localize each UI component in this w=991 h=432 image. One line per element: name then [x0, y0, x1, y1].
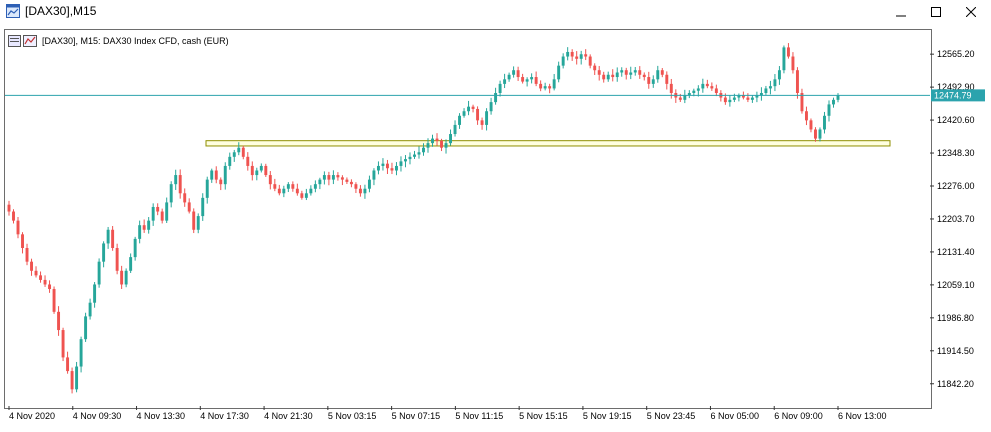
y-axis-label: 11914.50	[937, 346, 974, 356]
x-axis-label: 5 Nov 11:15	[455, 411, 503, 421]
chart-window-icon	[6, 4, 20, 18]
maximize-button[interactable]	[919, 0, 953, 24]
chart-header: [DAX30], M15: DAX30 Index CFD, cash (EUR…	[8, 34, 229, 48]
current-price-label: 12474.79	[934, 90, 972, 100]
maximize-icon	[931, 7, 941, 17]
y-axis-label: 11986.80	[937, 313, 974, 323]
chart-area[interactable]	[4, 29, 932, 409]
y-axis-label: 12131.40	[937, 247, 975, 257]
close-button[interactable]	[954, 0, 988, 24]
x-axis-label: 6 Nov 05:00	[710, 411, 759, 421]
y-axis-label: 11842.20	[937, 379, 974, 389]
x-axis-label: 5 Nov 03:15	[328, 411, 377, 421]
minimize-icon	[896, 15, 906, 17]
x-axis-label: 4 Nov 2020	[9, 411, 55, 421]
x-axis-label: 6 Nov 09:00	[774, 411, 823, 421]
x-axis-label: 6 Nov 13:00	[838, 411, 887, 421]
x-axis-label: 4 Nov 09:30	[73, 411, 122, 421]
close-icon	[966, 7, 976, 17]
y-axis-label: 12565.20	[937, 49, 975, 59]
x-axis-label: 4 Nov 13:30	[137, 411, 186, 421]
y-axis-label: 12203.70	[937, 214, 975, 224]
x-axis-label: 5 Nov 23:45	[647, 411, 696, 421]
y-axis-label: 12276.00	[937, 181, 975, 191]
x-axis-label: 5 Nov 19:15	[583, 411, 632, 421]
y-axis-label: 12492.90	[937, 82, 975, 92]
minimize-button[interactable]	[884, 0, 918, 24]
x-axis-label: 4 Nov 17:30	[200, 411, 249, 421]
x-axis-label: 4 Nov 21:30	[264, 411, 313, 421]
window-title: [DAX30],M15	[25, 4, 97, 18]
y-axis-label: 12420.60	[937, 115, 975, 125]
title-bar: [DAX30],M15	[0, 0, 991, 24]
y-axis-label: 12059.10	[937, 280, 975, 290]
chart-symbol-label: [DAX30], M15: DAX30 Index CFD, cash (EUR…	[42, 36, 229, 46]
y-axis-label: 12348.30	[937, 148, 975, 158]
x-axis-label: 5 Nov 15:15	[519, 411, 568, 421]
x-axis-label: 5 Nov 07:15	[392, 411, 441, 421]
current-price-badge	[931, 89, 985, 102]
chart-indicator-icons	[8, 35, 37, 47]
